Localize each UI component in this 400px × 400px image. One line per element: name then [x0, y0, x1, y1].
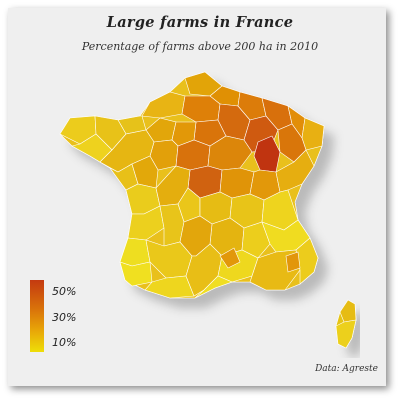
legend-label-low: 10%: [52, 336, 77, 349]
department-region: [241, 221, 271, 259]
department-region: [219, 167, 255, 199]
department-region: [119, 237, 151, 267]
department-region: [335, 319, 357, 349]
legend-color-bar: [30, 280, 44, 352]
map-title: Large farms in France: [106, 14, 294, 31]
department-region: [131, 155, 159, 189]
data-source: Data: Agreste: [315, 364, 378, 374]
legend: 50% 30% 10%: [30, 280, 100, 352]
department-region: [301, 117, 325, 151]
department-region: [194, 275, 233, 299]
legend-label-mid: 30%: [52, 311, 77, 324]
department-region: [119, 261, 153, 287]
departments: [59, 71, 357, 349]
department-region: [219, 247, 241, 269]
department-region: [285, 251, 301, 273]
department-region: [339, 299, 357, 323]
department-region: [141, 91, 186, 119]
department-region: [295, 237, 319, 285]
legend-label-high: 50%: [52, 285, 77, 298]
map-subtitle: Percentage of farms above 200 ha in 2010: [81, 40, 319, 53]
